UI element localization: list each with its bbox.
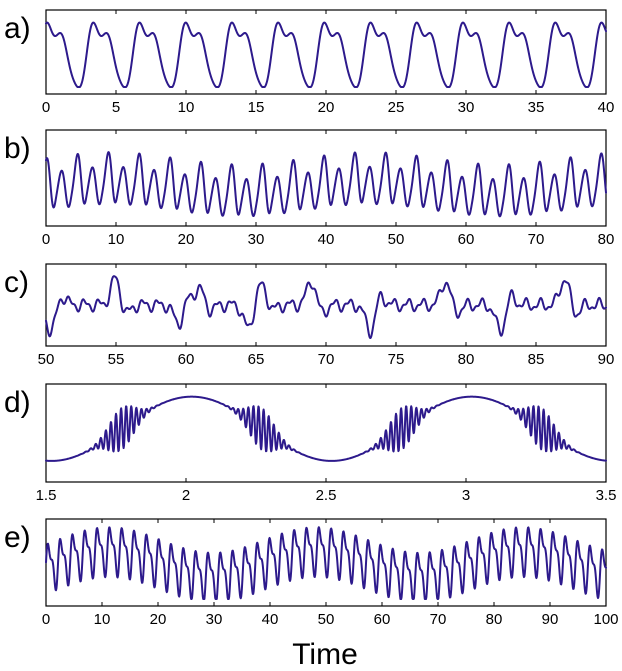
- x-tick-label: 70: [528, 231, 545, 248]
- x-tick-label: 20: [150, 611, 167, 628]
- series-line: [45, 151, 607, 218]
- x-tick-label: 40: [598, 99, 615, 116]
- x-tick-label: 10: [108, 231, 125, 248]
- x-tick-label: 40: [262, 611, 279, 628]
- x-tick-label: 1.5: [36, 487, 57, 504]
- x-tick-label: 55: [108, 351, 125, 368]
- panel-label: d): [4, 386, 31, 419]
- panel-1: a) 0 5 10 15 20 25 30 35 40: [4, 9, 615, 116]
- series-line: [45, 275, 607, 340]
- x-tick-label: 0: [42, 611, 50, 628]
- x-tick-label: 70: [318, 351, 335, 368]
- x-tick-label: 25: [388, 99, 405, 116]
- panel-label: b): [4, 132, 31, 165]
- x-tick-label: 65: [248, 351, 265, 368]
- x-tick-label: 80: [458, 351, 475, 368]
- x-tick-label: 15: [248, 99, 265, 116]
- x-tick-label: 2: [182, 487, 190, 504]
- panel-label: e): [4, 521, 31, 554]
- x-tick-label: 70: [430, 611, 447, 628]
- x-tick-label: 90: [598, 351, 615, 368]
- panel-4: d) 1.5 2 2.5 3 3.5: [4, 383, 617, 504]
- x-tick-label: 90: [542, 611, 559, 628]
- x-tick-label: 50: [38, 351, 55, 368]
- x-tick-label: 85: [528, 351, 545, 368]
- x-tick-label: 5: [112, 99, 120, 116]
- x-tick-label: 0: [42, 231, 50, 248]
- x-tick-label: 0: [42, 99, 50, 116]
- panel-label: c): [4, 266, 29, 299]
- x-tick-label: 75: [388, 351, 405, 368]
- series-line: [45, 21, 607, 88]
- x-tick-label: 35: [528, 99, 545, 116]
- x-tick-label: 80: [486, 611, 503, 628]
- series-line: [45, 526, 607, 600]
- x-tick-label: 20: [318, 99, 335, 116]
- x-tick-label: 3.5: [596, 487, 617, 504]
- x-axis-label: Time: [292, 638, 358, 671]
- x-tick-label: 30: [458, 99, 475, 116]
- x-tick-label: 2.5: [316, 487, 337, 504]
- panel-3: c) 50 55 60 65 70 75 80 85 90: [4, 263, 615, 368]
- x-tick-label: 100: [593, 611, 618, 628]
- x-tick-label: 80: [598, 231, 615, 248]
- panel-2: b) 0 10 20 30 40 50 60 70 80: [4, 129, 615, 248]
- x-tick-label: 60: [178, 351, 195, 368]
- panel-5: e) 0 10 20 30 40 50 60 70 80 90 100: [4, 518, 619, 628]
- series-line: [45, 395, 607, 462]
- x-tick-label: 50: [318, 611, 335, 628]
- x-tick-label: 40: [318, 231, 335, 248]
- panels: a)0 5 10 15 20 25 30 35 40b)0 10 20 30 40 50 60 70 80c)5…: [4, 9, 619, 628]
- x-tick-label: 10: [178, 99, 195, 116]
- panel-label: a): [4, 12, 31, 45]
- x-tick-label: 60: [458, 231, 475, 248]
- x-tick-label: 60: [374, 611, 391, 628]
- x-tick-label: 30: [206, 611, 223, 628]
- x-tick-label: 30: [248, 231, 265, 248]
- x-tick-label: 50: [388, 231, 405, 248]
- plot-frame: [45, 129, 607, 227]
- x-tick-label: 10: [94, 611, 111, 628]
- x-tick-label: 3: [462, 487, 470, 504]
- x-tick-label: 20: [178, 231, 195, 248]
